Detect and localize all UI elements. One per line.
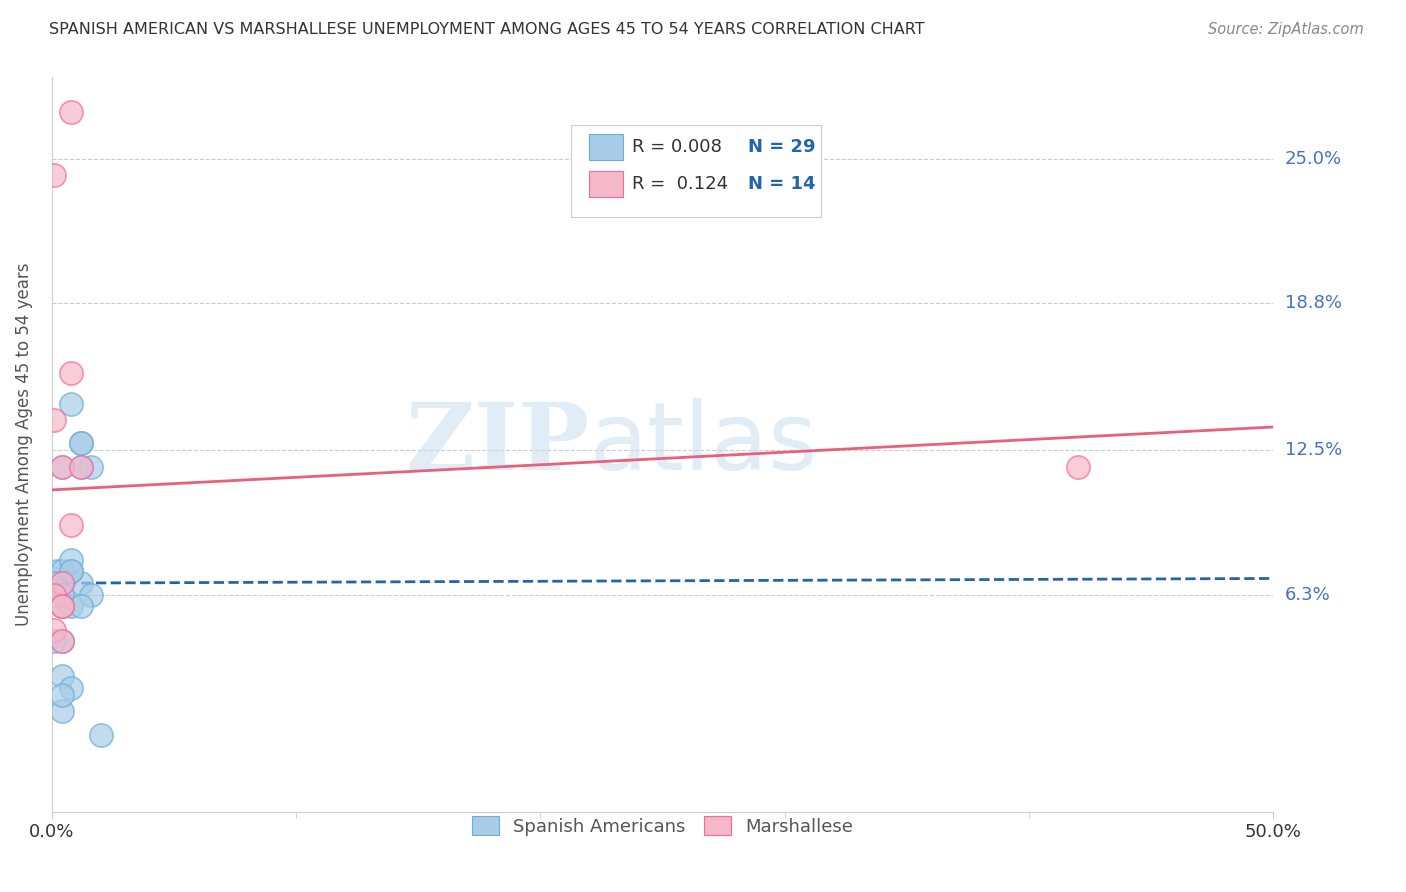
Point xyxy=(51,599,73,614)
Point xyxy=(44,169,66,183)
Y-axis label: Unemployment Among Ages 45 to 54 years: Unemployment Among Ages 45 to 54 years xyxy=(15,263,32,626)
Text: 12.5%: 12.5% xyxy=(1285,442,1341,459)
Point xyxy=(51,565,73,579)
Point xyxy=(51,576,73,591)
Text: ZIP: ZIP xyxy=(405,400,589,490)
Point xyxy=(60,599,83,614)
Point xyxy=(70,459,93,474)
Point xyxy=(51,688,73,702)
Text: R = 0.008: R = 0.008 xyxy=(633,138,721,156)
Point xyxy=(51,599,73,614)
Text: 18.8%: 18.8% xyxy=(1285,294,1341,312)
Point xyxy=(90,728,112,742)
Point xyxy=(60,681,83,695)
Point xyxy=(44,588,66,602)
Point xyxy=(44,623,66,637)
Point xyxy=(1067,459,1090,474)
Point xyxy=(44,413,66,427)
Text: R =  0.124: R = 0.124 xyxy=(633,175,728,193)
Point xyxy=(51,634,73,648)
Bar xyxy=(589,134,623,161)
Point xyxy=(70,436,93,450)
Point xyxy=(51,588,73,602)
Point xyxy=(70,436,93,450)
FancyBboxPatch shape xyxy=(571,125,821,217)
Point xyxy=(60,517,83,532)
Point xyxy=(60,553,83,567)
Point xyxy=(51,576,73,591)
Text: 6.3%: 6.3% xyxy=(1285,586,1330,604)
Point xyxy=(51,459,73,474)
Point xyxy=(80,588,103,602)
Legend: Spanish Americans, Marshallese: Spanish Americans, Marshallese xyxy=(465,809,860,843)
Point xyxy=(51,576,73,591)
Point xyxy=(44,588,66,602)
Point xyxy=(60,565,83,579)
Point xyxy=(60,565,83,579)
Bar xyxy=(589,170,623,197)
Text: atlas: atlas xyxy=(589,399,817,491)
Text: Source: ZipAtlas.com: Source: ZipAtlas.com xyxy=(1208,22,1364,37)
Point xyxy=(70,576,93,591)
Point xyxy=(45,565,67,579)
Point xyxy=(44,634,66,648)
Point xyxy=(60,105,83,120)
Text: N = 14: N = 14 xyxy=(748,175,815,193)
Text: 25.0%: 25.0% xyxy=(1285,150,1341,168)
Point xyxy=(70,459,93,474)
Point xyxy=(51,634,73,648)
Point xyxy=(44,576,66,591)
Point xyxy=(70,599,93,614)
Point xyxy=(51,704,73,718)
Point xyxy=(60,397,83,411)
Point xyxy=(51,669,73,683)
Point xyxy=(80,459,103,474)
Point xyxy=(60,367,83,381)
Point xyxy=(41,572,63,586)
Text: N = 29: N = 29 xyxy=(748,138,815,156)
Text: SPANISH AMERICAN VS MARSHALLESE UNEMPLOYMENT AMONG AGES 45 TO 54 YEARS CORRELATI: SPANISH AMERICAN VS MARSHALLESE UNEMPLOY… xyxy=(49,22,925,37)
Point xyxy=(51,459,73,474)
Point xyxy=(51,599,73,614)
